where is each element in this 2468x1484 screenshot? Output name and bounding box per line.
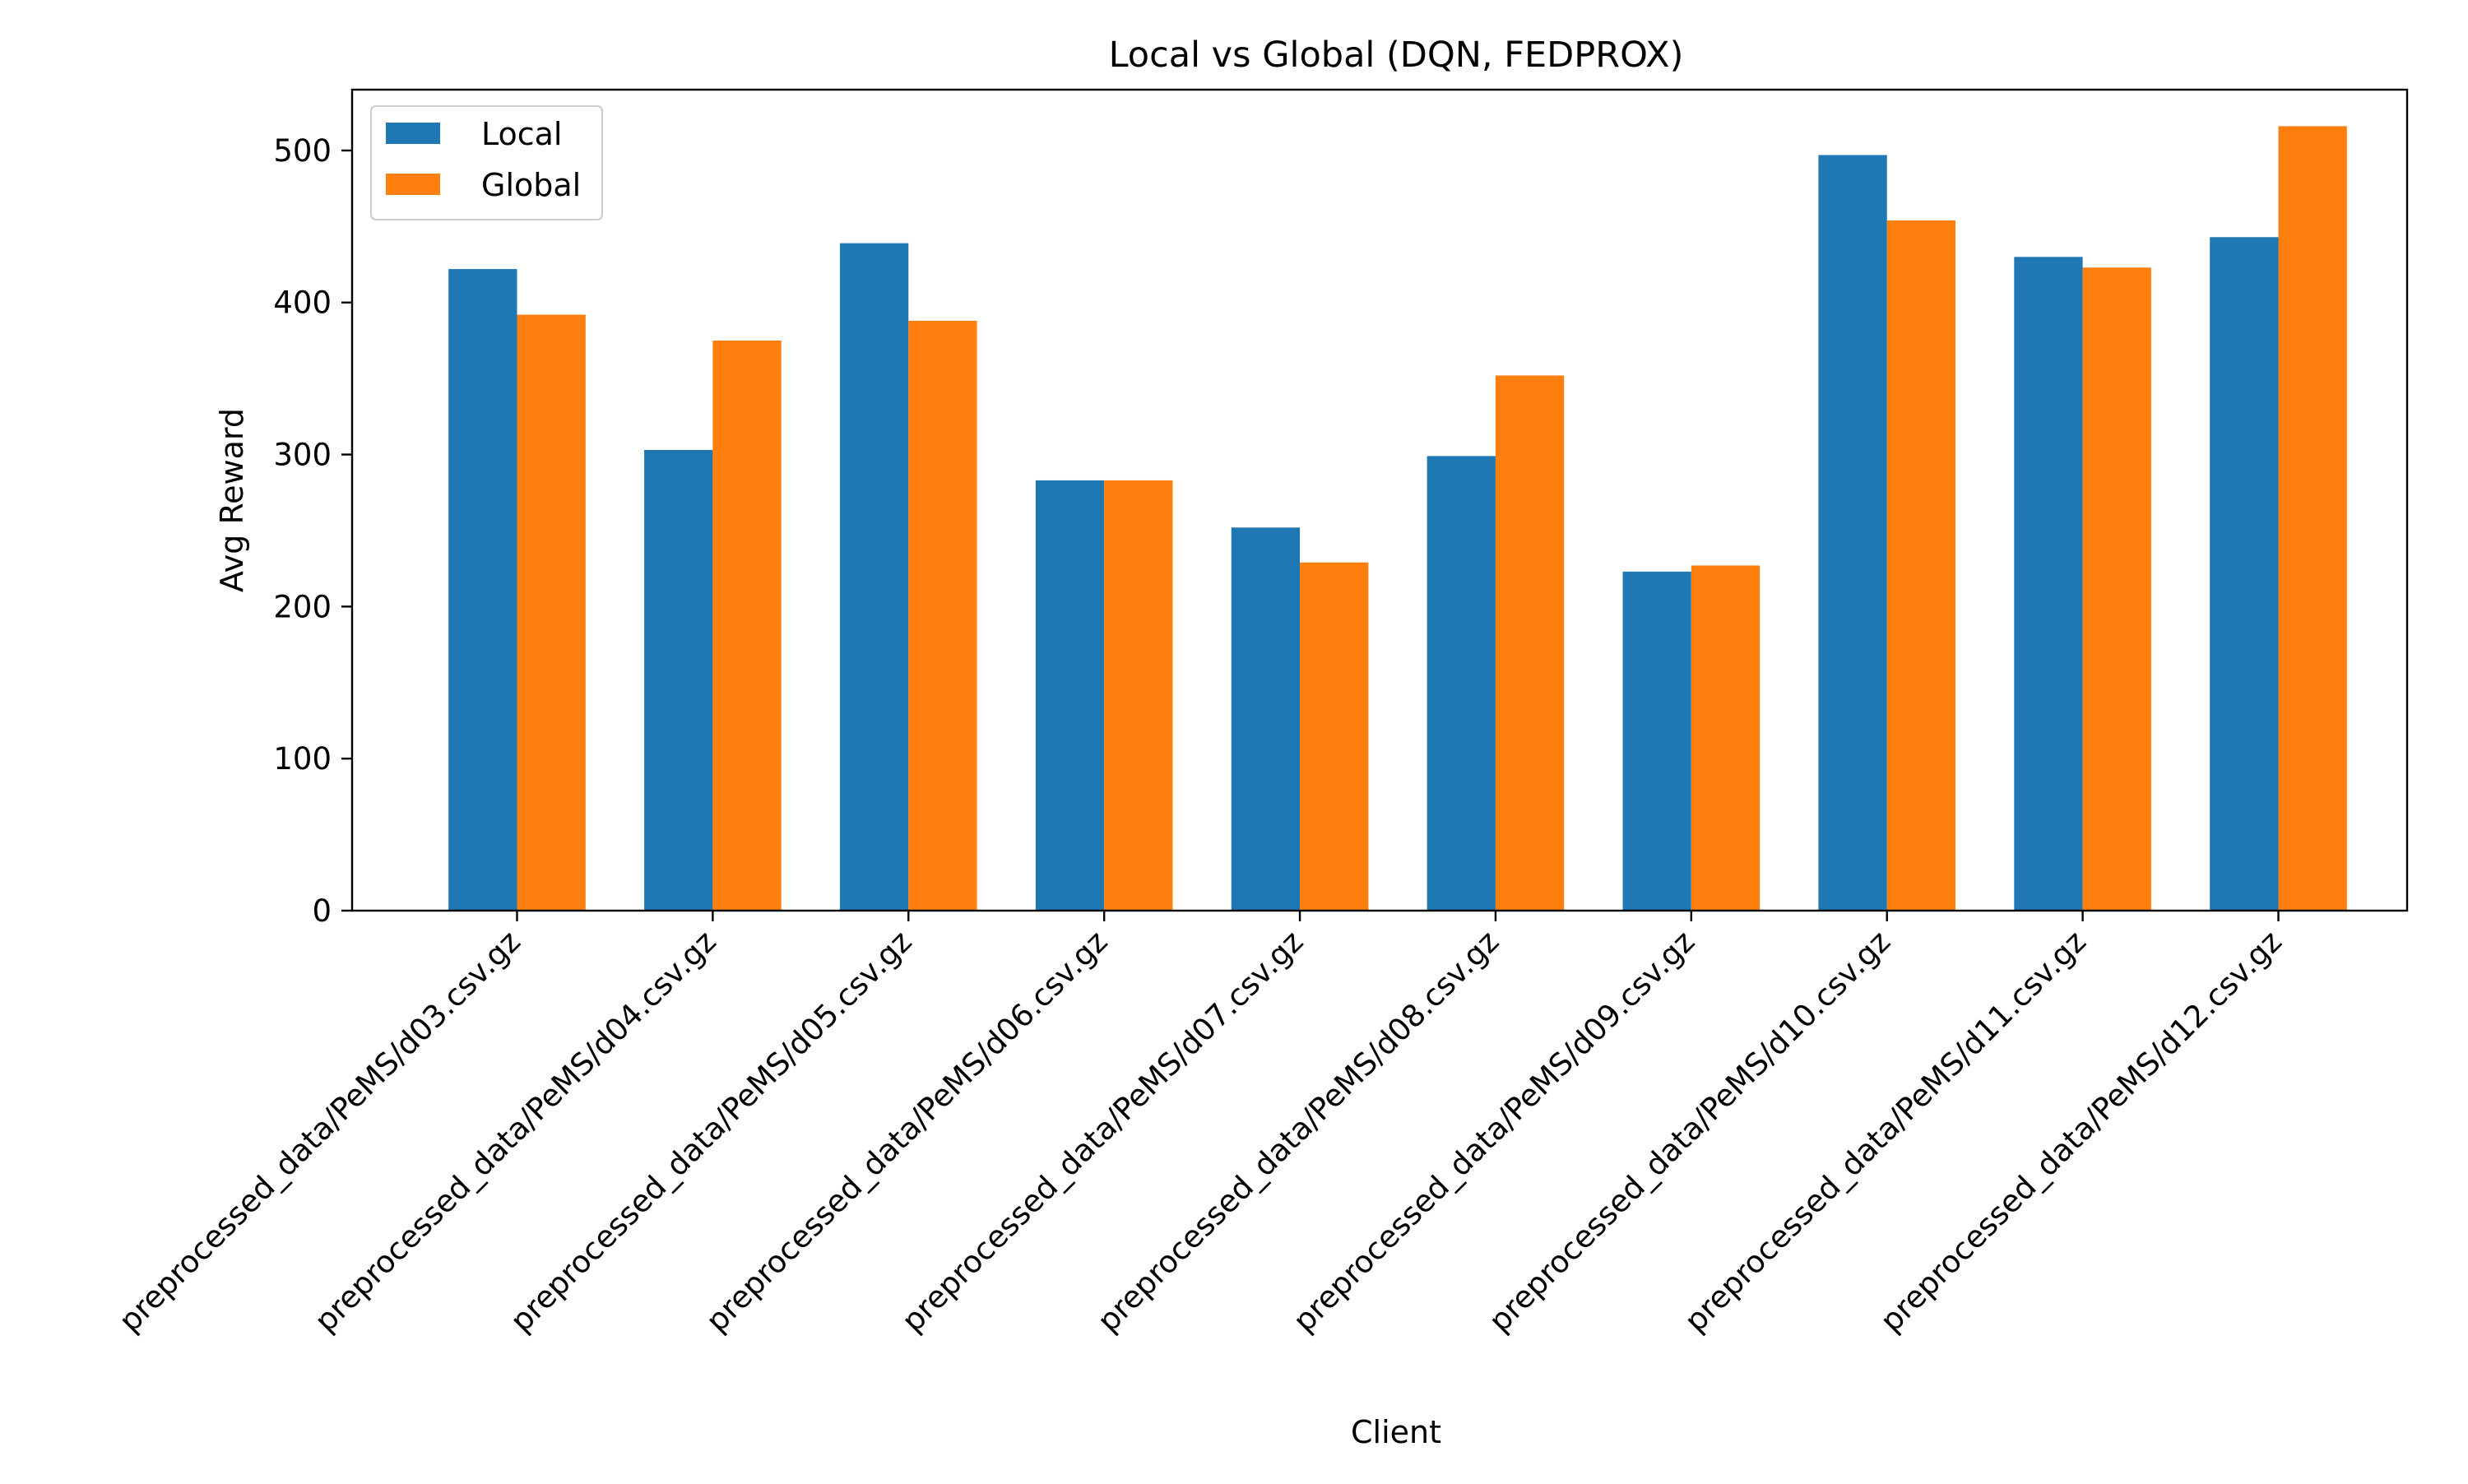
y-tick-label: 100 bbox=[273, 741, 332, 777]
bar-global-9 bbox=[2082, 267, 2151, 911]
legend-label-global: Global bbox=[481, 167, 581, 203]
legend: Local Global bbox=[370, 105, 603, 220]
bar-global-7 bbox=[1691, 565, 1761, 911]
bar-global-2 bbox=[712, 340, 782, 911]
bar-global-3 bbox=[908, 320, 977, 911]
bar-local-2 bbox=[644, 450, 713, 911]
legend-swatch-local bbox=[386, 123, 440, 144]
bar-local-5 bbox=[1231, 527, 1301, 911]
plot-area-frame bbox=[350, 88, 2409, 912]
bar-local-10 bbox=[2210, 237, 2279, 911]
chart-title: Local vs Global (DQN, FEDPROX) bbox=[1109, 35, 1684, 76]
bar-global-5 bbox=[1300, 562, 1369, 911]
y-tick-label: 0 bbox=[312, 893, 332, 929]
bar-local-1 bbox=[448, 269, 517, 911]
bar-local-6 bbox=[1427, 456, 1496, 911]
bar-local-4 bbox=[1035, 480, 1105, 911]
bar-global-6 bbox=[1495, 375, 1565, 911]
y-tick-label: 300 bbox=[273, 438, 332, 473]
bar-local-7 bbox=[1622, 571, 1691, 911]
y-tick-label: 200 bbox=[273, 589, 332, 624]
x-axis-label: Client bbox=[1351, 1414, 1441, 1450]
legend-label-local: Local bbox=[481, 116, 563, 152]
bar-local-8 bbox=[1818, 155, 1887, 911]
bar-global-4 bbox=[1104, 480, 1173, 911]
y-axis-label: Avg Reward bbox=[214, 408, 250, 592]
bar-local-9 bbox=[2014, 257, 2083, 911]
bar-global-8 bbox=[1886, 220, 1956, 911]
y-tick-label: 500 bbox=[273, 133, 332, 169]
legend-swatch-global bbox=[386, 174, 440, 195]
y-tick-label: 400 bbox=[273, 285, 332, 321]
bar-local-3 bbox=[839, 243, 909, 911]
bar-global-10 bbox=[2278, 126, 2347, 911]
bar-global-1 bbox=[517, 314, 586, 911]
